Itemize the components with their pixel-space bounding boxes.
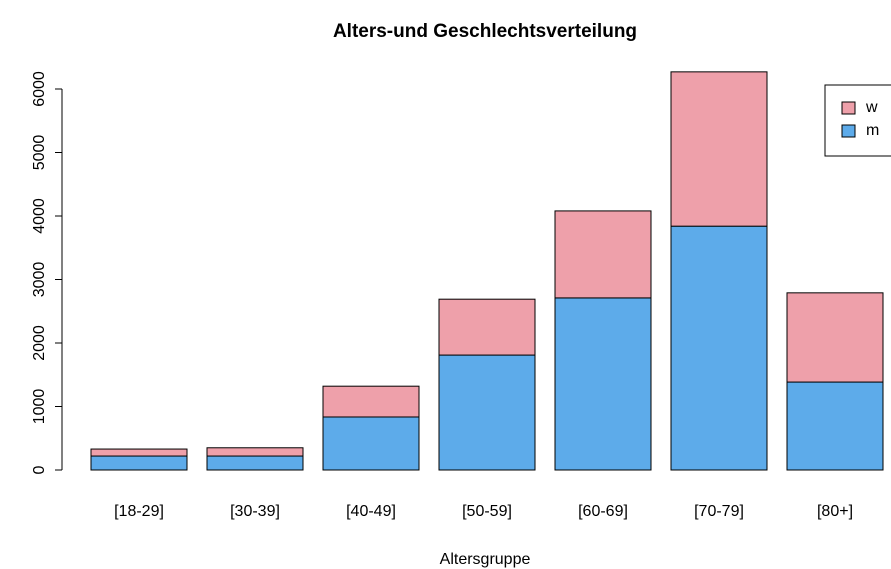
- bar-segment: [90, 455, 188, 471]
- legend-label: w: [865, 99, 878, 116]
- bar-segment: [554, 210, 652, 299]
- y-tick-label: 0: [31, 465, 48, 474]
- legend-swatch: [841, 124, 856, 138]
- bar-segment: [322, 416, 420, 471]
- legend-swatch: [841, 101, 856, 115]
- x-tick-label: [30-39]: [230, 503, 280, 520]
- legend-box: [824, 84, 891, 157]
- bar-segment: [206, 447, 304, 457]
- y-tick-label: 5000: [31, 135, 48, 171]
- y-tick-label: 4000: [31, 198, 48, 234]
- x-tick-label: [60-69]: [578, 503, 628, 520]
- bar-segment: [438, 298, 536, 356]
- legend-label: m: [866, 122, 879, 139]
- x-tick-label: [80+]: [817, 503, 853, 520]
- y-tick-label: 2000: [31, 325, 48, 361]
- y-tick-label: 3000: [31, 262, 48, 298]
- bar-segment: [206, 455, 304, 471]
- bar-segment: [786, 381, 884, 471]
- bar-segment: [670, 225, 768, 471]
- x-axis-label: Altersgruppe: [440, 551, 531, 568]
- x-tick-label: [18-29]: [114, 503, 164, 520]
- bar-segment: [90, 448, 188, 457]
- x-tick-label: [50-59]: [462, 503, 512, 520]
- chart-title: Alters-und Geschlechtsverteilung: [333, 21, 637, 42]
- bar-segment: [786, 292, 884, 383]
- bar-segment: [554, 297, 652, 471]
- y-tick-label: 6000: [31, 71, 48, 107]
- x-tick-label: [40-49]: [346, 503, 396, 520]
- x-tick-label: [70-79]: [694, 503, 744, 520]
- bar-segment: [438, 354, 536, 471]
- y-tick-label: 1000: [31, 389, 48, 425]
- bar-segment: [670, 71, 768, 227]
- bar-segment: [322, 385, 420, 418]
